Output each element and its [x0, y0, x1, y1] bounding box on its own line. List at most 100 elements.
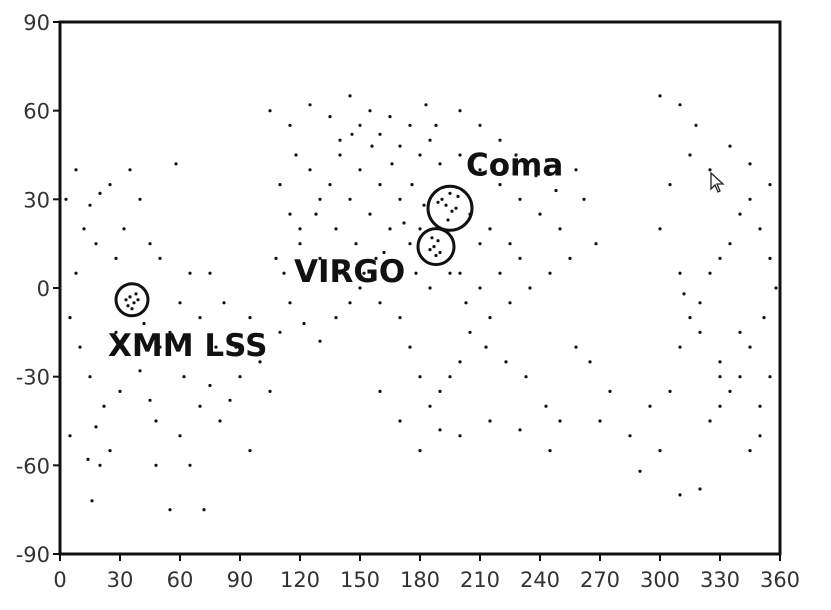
scatter-point: [74, 271, 78, 275]
scatter-point: [158, 256, 162, 260]
scatter-point: [514, 153, 518, 157]
scatter-point: [694, 123, 698, 127]
scatter-point: [708, 168, 712, 172]
scatter-point: [398, 197, 402, 201]
scatter-point: [478, 242, 482, 246]
scatter-point: [86, 457, 90, 461]
scatter-point: [498, 138, 502, 142]
scatter-point: [338, 138, 342, 142]
scatter-point: [484, 345, 488, 349]
scatter-point: [428, 248, 432, 252]
scatter-point: [378, 132, 382, 136]
scatter-point: [478, 286, 482, 290]
plot-frame: [58, 20, 782, 556]
scatter-point: [658, 449, 662, 453]
scatter-point: [446, 218, 450, 222]
scatter-point: [668, 389, 672, 393]
scatter-point: [436, 200, 440, 204]
scatter-point: [142, 321, 146, 326]
scatter-point: [138, 197, 142, 201]
scatter-point: [218, 419, 222, 423]
scatter-point: [68, 434, 72, 438]
scatter-point: [448, 271, 452, 275]
scatter-point: [294, 153, 298, 157]
scatter-point: [410, 183, 414, 187]
scatter-point: [198, 404, 202, 408]
scatter-point: [188, 463, 192, 467]
scatter-point: [308, 168, 312, 172]
scatter-point: [354, 242, 358, 246]
x-tick-label: 210: [460, 568, 500, 592]
scatter-point: [328, 115, 332, 119]
virgo-circle: [416, 227, 456, 267]
x-tick-label: 240: [520, 568, 560, 592]
scatter-point: [138, 369, 142, 373]
scatter-point: [238, 375, 242, 379]
scatter-point: [348, 301, 352, 305]
mouse-pointer-icon: [710, 172, 725, 193]
x-tick-label: 30: [107, 568, 134, 592]
scatter-point: [368, 212, 372, 216]
scatter-point: [508, 301, 512, 305]
scatter-point: [228, 398, 232, 402]
x-tick-label: 120: [280, 568, 320, 592]
scatter-point: [682, 292, 686, 296]
x-tick-label: 0: [53, 568, 66, 592]
scatter-point: [398, 316, 402, 320]
scatter-point: [288, 212, 292, 216]
scatter-point: [748, 162, 752, 166]
y-axis-ticks: -90 -60 -30 0 30 60 90: [16, 11, 60, 567]
scatter-point: [98, 191, 102, 195]
scatter-point: [688, 153, 692, 157]
scatter-point: [574, 168, 578, 172]
annotation-label: Coma: [466, 148, 563, 184]
scatter-point: [748, 197, 752, 201]
scatter-point: [678, 103, 682, 107]
x-axis-ticks: 0 30 60 90 120 150 180 210 240 270 300 330 360: [53, 554, 800, 592]
scatter-point: [208, 271, 212, 275]
scatter-point: [124, 298, 128, 302]
scatter-point: [378, 301, 382, 305]
scatter-point: [328, 183, 332, 187]
scatter-point: [68, 316, 72, 320]
scatter-point: [350, 132, 354, 136]
scatter-point: [548, 449, 552, 453]
scatter-point: [82, 227, 86, 231]
scatter-point: [418, 153, 422, 157]
scatter-point: [168, 508, 172, 512]
x-tick-label: 270: [580, 568, 620, 592]
scatter-point: [214, 345, 218, 349]
scatter-point: [248, 449, 252, 453]
scatter-point: [698, 487, 702, 491]
scatter-point: [208, 383, 212, 388]
scatter-point: [748, 449, 752, 453]
scatter-point: [708, 419, 712, 423]
scatter-point: [390, 162, 394, 166]
scatter-point: [348, 197, 352, 201]
scatter-point: [422, 203, 426, 207]
scatter-point: [450, 209, 454, 213]
scatter-point: [318, 339, 322, 343]
scatter-point: [338, 153, 342, 157]
scatter-point: [78, 345, 82, 349]
scatter-point: [108, 183, 112, 187]
scatter-point: [136, 298, 140, 302]
scatter-point: [378, 183, 382, 187]
scatter-point: [518, 256, 522, 260]
scatter-point: [678, 345, 682, 349]
scatter-point: [728, 242, 732, 246]
scatter-point: [388, 115, 392, 119]
scatter-point: [114, 256, 118, 260]
scatter-point: [408, 345, 412, 349]
scatter-point: [698, 330, 702, 334]
scatter-point: [738, 375, 742, 379]
scatter-point: [498, 271, 502, 275]
scatter-point: [394, 277, 398, 281]
scatter-point: [258, 360, 262, 364]
scatter-point: [148, 398, 152, 402]
scatter-point: [668, 183, 672, 187]
scatter-point: [278, 183, 282, 187]
scatter-point: [434, 123, 438, 127]
scatter-point: [468, 330, 472, 334]
scatter-point: [94, 425, 98, 429]
